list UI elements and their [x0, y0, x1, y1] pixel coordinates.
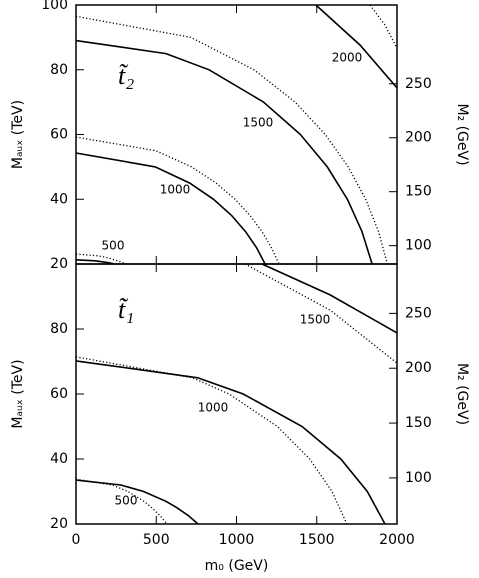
panel-annotation: t̃₂ [118, 61, 134, 90]
contour-line [244, 263, 398, 364]
contour-line [75, 152, 266, 265]
contour-line [75, 15, 389, 265]
panel-annotation: t̃₁ [118, 295, 134, 324]
y-axis-label: Mₐᵤₓ (TeV) [10, 100, 26, 169]
x-tick-label: 0 [72, 532, 81, 548]
y2-tick-label: 150 [405, 184, 432, 200]
contour-line [75, 39, 373, 265]
y-axis-label: Mₐᵤₓ (TeV) [10, 359, 26, 428]
y2-tick-label: 150 [405, 415, 432, 431]
y2-tick-label: 200 [405, 130, 432, 146]
y-tick-label: 100 [41, 0, 68, 13]
y-tick-label: 60 [50, 386, 68, 402]
y2-tick-label: 200 [405, 360, 432, 376]
y-tick-label: 80 [50, 62, 68, 78]
x-tick-label: 1000 [219, 532, 255, 548]
contour-line [261, 263, 398, 334]
contour-label: 1500 [243, 116, 274, 130]
y2-tick-label: 100 [405, 238, 432, 254]
y-tick-label: 20 [50, 256, 68, 272]
contour-line [75, 253, 127, 265]
contour-label: 500 [102, 239, 125, 253]
y-tick-label: 40 [50, 451, 68, 467]
y2-tick-label: 250 [405, 76, 432, 92]
plot-frame [75, 4, 398, 265]
contour-line [75, 478, 168, 525]
y2-axis-label: M₂ (GeV) [454, 363, 470, 425]
y2-tick-label: 250 [405, 305, 432, 321]
contour-label: 1000 [198, 401, 229, 415]
contour-line [369, 4, 398, 49]
x-axis-label: m₀ (GeV) [205, 558, 269, 574]
contour-label: 500 [115, 494, 138, 508]
contour-label: 2000 [332, 51, 363, 65]
contour-line [315, 4, 398, 89]
x-tick-label: 2000 [379, 532, 415, 548]
y-tick-label: 20 [50, 516, 68, 532]
contour-line [75, 360, 386, 525]
contour-label: 1500 [300, 313, 331, 327]
y-tick-label: 40 [50, 191, 68, 207]
contour-line [75, 479, 199, 525]
y-tick-label: 80 [50, 321, 68, 337]
y2-axis-label: M₂ (GeV) [454, 103, 470, 165]
contour-line [75, 136, 280, 265]
y-tick-label: 60 [50, 127, 68, 143]
x-tick-label: 500 [143, 532, 170, 548]
x-tick-label: 1500 [299, 532, 335, 548]
contour-label: 1000 [160, 183, 191, 197]
y2-tick-label: 100 [405, 470, 432, 486]
contour-line [75, 259, 116, 265]
